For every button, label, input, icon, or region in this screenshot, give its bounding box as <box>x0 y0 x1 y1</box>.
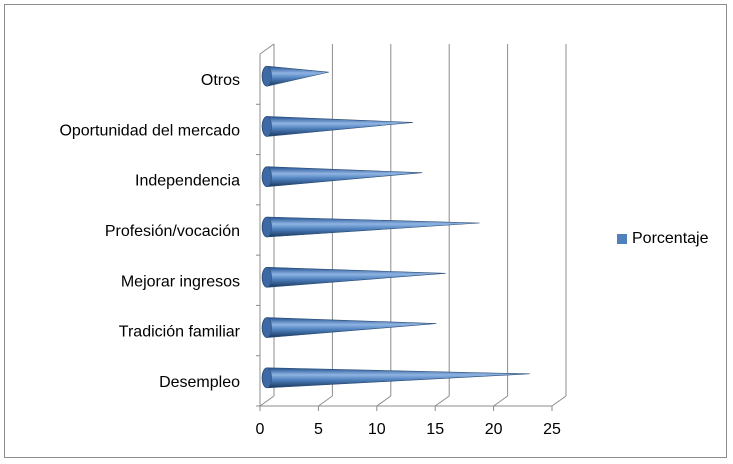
cone-base <box>262 266 272 288</box>
x-tick-label: 10 <box>368 421 386 438</box>
x-tick-label: 0 <box>256 421 265 438</box>
grid-lines <box>259 44 567 407</box>
legend-swatch <box>617 234 627 244</box>
category-label: Mejorar ingresos <box>121 273 240 290</box>
grid-depth-line <box>318 395 333 407</box>
cone-base <box>262 317 272 338</box>
cone-bar <box>261 266 446 288</box>
category-label: Otros <box>201 72 240 89</box>
x-tick-label: 20 <box>485 421 503 438</box>
cone-base <box>262 166 272 188</box>
cones <box>261 65 530 389</box>
cone-base <box>262 65 272 87</box>
x-tick-label: 5 <box>314 421 323 438</box>
legend: Porcentaje <box>617 230 709 248</box>
grid-depth-line <box>434 395 450 407</box>
category-label: Oportunidad del mercado <box>59 122 240 139</box>
cone-bar <box>261 65 329 87</box>
grid-depth-line <box>376 395 392 407</box>
category-label: Desempleo <box>159 374 240 391</box>
grid-depth-line <box>493 395 508 407</box>
legend-label: Porcentaje <box>632 230 709 247</box>
cone-base <box>262 216 272 238</box>
cone-bar <box>261 317 437 338</box>
cone-bar <box>261 166 423 188</box>
category-label: Tradición familiar <box>119 324 241 341</box>
grid-depth-line <box>259 395 275 407</box>
axes <box>256 43 553 411</box>
x-tick-label: 25 <box>543 421 561 438</box>
category-label: Profesión/vocación <box>105 223 240 240</box>
grid-depth-line <box>551 395 567 407</box>
y-axis-top-edge <box>259 43 275 55</box>
x-tick-label: 15 <box>426 421 444 438</box>
cone-base <box>262 116 272 137</box>
cone-base <box>262 367 272 389</box>
cone-bar <box>261 216 480 238</box>
labels: 0 5 10 15 20 25 Desempleo Tradición familiar Mej… <box>59 72 561 438</box>
category-label: Independencia <box>135 173 240 190</box>
cone-bar <box>261 367 530 389</box>
